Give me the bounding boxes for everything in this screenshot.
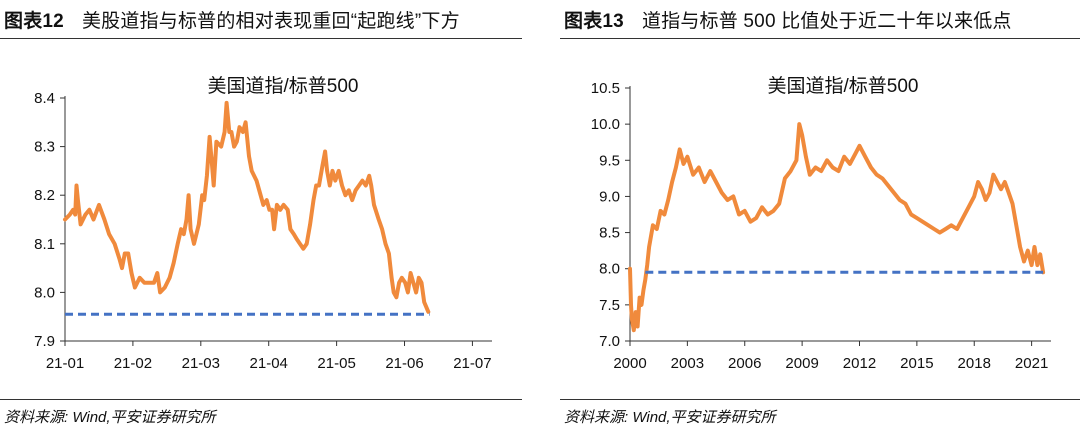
x-tick-label: 21-01 [46, 355, 84, 369]
figure-label: 图表12 [4, 11, 64, 32]
y-tick-label: 10.5 [591, 80, 620, 97]
title-rule [560, 38, 1080, 39]
y-tick-label: 8.1 [34, 236, 55, 253]
chart-title: 美国道指/标普500 [208, 75, 359, 97]
x-tick-label: 2000 [613, 355, 646, 369]
x-tick-label: 2003 [671, 355, 704, 369]
x-tick-label: 21-06 [385, 355, 423, 369]
source-rule [0, 399, 522, 400]
y-tick-label: 7.0 [599, 333, 620, 350]
x-tick-label: 2015 [900, 355, 933, 369]
y-tick-label: 8.2 [34, 187, 55, 204]
figure-caption: 道指与标普 500 比值处于近二十年以来低点 [641, 11, 1012, 32]
y-tick-label: 8.0 [599, 261, 620, 278]
x-tick-label: 2012 [843, 355, 876, 369]
x-tick-label: 21-07 [453, 355, 491, 369]
x-tick-label: 21-04 [250, 355, 288, 369]
figure-panel-left: 图表12 美股道指与标普的相对表现重回“起跑线”下方 美国道指/标普500 7.9 8… [0, 0, 522, 435]
source-rule [560, 399, 1080, 400]
x-tick-label: 2006 [728, 355, 761, 369]
ratio-line-series [63, 100, 431, 314]
y-tick-label: 9.0 [599, 188, 620, 205]
source-note: 资料来源: Wind,平安证券研究所 [564, 409, 776, 426]
line-chart: 美国道指/标普500 7.0 7.5 8.0 8.5 9.0 9.5 10.0 10.5 2000… [591, 75, 1051, 369]
y-tick-label: 8.3 [34, 139, 55, 156]
figure-caption: 美股道指与标普的相对表现重回“起跑线”下方 [81, 11, 460, 32]
y-tick-label: 8.5 [599, 225, 620, 242]
ratio-line-series [628, 122, 1046, 333]
x-tick-label: 21-02 [114, 355, 152, 369]
chart-title: 美国道指/标普500 [768, 75, 919, 97]
y-tick-label: 9.5 [599, 152, 620, 169]
line-chart: 美国道指/标普500 7.9 8.0 8.1 8.2 8.3 8.4 21-01 21-02 21… [34, 75, 492, 369]
source-note: 资料来源: Wind,平安证券研究所 [4, 409, 216, 426]
x-tick-label: 2021 [1015, 355, 1048, 369]
x-tick-label: 2018 [958, 355, 991, 369]
figure-panel-right: 图表13 道指与标普 500 比值处于近二十年以来低点 美国道指/标普500 7.0… [560, 0, 1080, 435]
y-tick-label: 7.9 [34, 333, 55, 350]
figure-title: 图表12 美股道指与标普的相对表现重回“起跑线”下方 [4, 6, 460, 33]
figure-title: 图表13 道指与标普 500 比值处于近二十年以来低点 [564, 6, 1012, 33]
y-tick-label: 8.0 [34, 284, 55, 301]
y-tick-label: 7.5 [599, 297, 620, 314]
x-tick-label: 21-05 [317, 355, 355, 369]
x-tick-label: 2009 [785, 355, 818, 369]
y-tick-label: 8.4 [34, 90, 55, 107]
y-tick-label: 10.0 [591, 116, 620, 133]
x-tick-label: 21-03 [182, 355, 220, 369]
title-rule [0, 38, 522, 39]
figure-label: 图表13 [564, 11, 624, 32]
